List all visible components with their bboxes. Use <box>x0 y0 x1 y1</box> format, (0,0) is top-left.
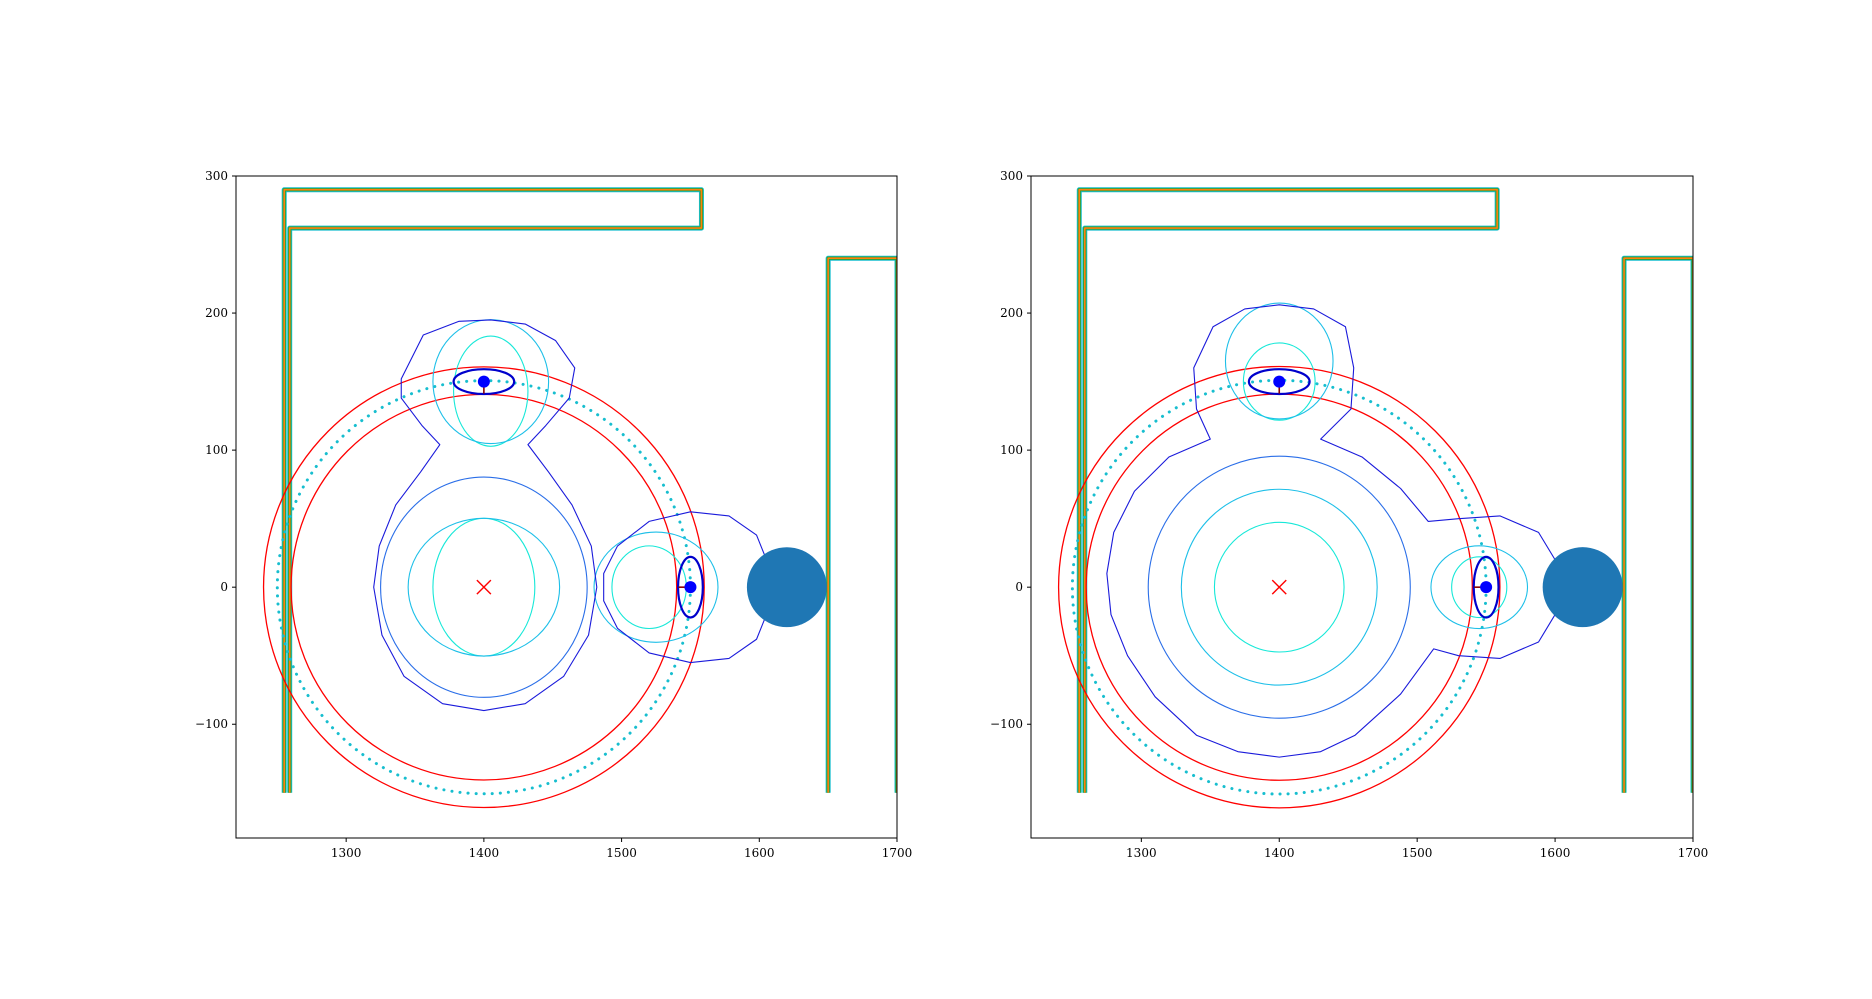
contour-line-4 <box>1224 302 1334 420</box>
y-tick-label: 0 <box>220 580 228 594</box>
axes-frame <box>235 175 898 839</box>
wall-0 <box>1078 188 1498 793</box>
contour-line-5 <box>1451 556 1508 619</box>
x-tick-label: 1500 <box>1402 846 1433 860</box>
contour-line-6 <box>593 531 719 643</box>
x-tick-label: 1700 <box>1678 846 1709 860</box>
y-tick-label: 100 <box>1000 443 1023 457</box>
contour-line-6 <box>1430 545 1529 630</box>
wall-1 <box>1622 256 1693 793</box>
subplot-right: 1300 1400 1500 1600 1700 −100 0 100 200 300 <box>990 169 1708 860</box>
contour-line-5 <box>611 545 687 630</box>
wall-0 <box>283 188 703 793</box>
agent-point-1 <box>1480 581 1493 594</box>
red-ring-1 <box>1057 365 1501 809</box>
obstacle-disc <box>746 547 827 628</box>
contour-line-1 <box>407 517 561 657</box>
plot-area <box>1057 187 1693 809</box>
y-tick-label: 0 <box>1015 580 1023 594</box>
y-tick-label: −100 <box>195 717 228 731</box>
agent-point-1 <box>684 581 697 594</box>
x-tick-label: 1500 <box>606 846 637 860</box>
y-tick-label: 200 <box>1000 306 1023 320</box>
axes-frame <box>1030 175 1694 839</box>
x-tick-label: 1600 <box>744 846 775 860</box>
agent-point-0 <box>477 375 490 388</box>
wall-1 <box>827 257 897 793</box>
wall-1 <box>826 256 897 793</box>
subplot-left: 1300 1400 1500 1600 1700 −100 0 100 200 300 <box>195 169 912 860</box>
contour-line-2 <box>1147 455 1411 719</box>
agent-ellipse-0 <box>1247 368 1311 396</box>
y-tick-label: −100 <box>990 717 1023 731</box>
center-marker <box>476 579 492 595</box>
contour-line-2 <box>380 476 588 698</box>
red-ring-1 <box>262 366 705 809</box>
obstacle-disc <box>1542 547 1623 628</box>
plot-area <box>262 187 897 809</box>
contour-line-7 <box>1106 304 1556 758</box>
y-tick-label: 300 <box>205 169 228 183</box>
contour-line-7 <box>373 319 598 712</box>
contour-line-3 <box>453 335 529 447</box>
contour-line-1 <box>1180 488 1378 686</box>
x-tick-label: 1400 <box>469 846 500 860</box>
x-tick-label: 1700 <box>882 846 913 860</box>
x-tick-label: 1300 <box>331 846 362 860</box>
agent-ellipse-1 <box>1472 555 1500 619</box>
x-tick-label: 1400 <box>1264 846 1295 860</box>
agent-point-0 <box>1273 375 1286 388</box>
wall-1 <box>1621 255 1693 793</box>
x-tick-label: 1600 <box>1540 846 1571 860</box>
y-tick-label: 300 <box>1000 169 1023 183</box>
contour-line-3 <box>1242 342 1316 421</box>
contour-line-0 <box>1213 521 1345 653</box>
y-tick-label: 200 <box>205 306 228 320</box>
agent-ellipse-0 <box>452 368 516 396</box>
wall-1 <box>1623 257 1693 793</box>
agent-ellipse-1 <box>676 555 704 619</box>
x-tick-label: 1300 <box>1126 846 1157 860</box>
wall-1 <box>825 255 897 793</box>
y-tick-label: 100 <box>205 443 228 457</box>
center-marker <box>1271 579 1287 595</box>
